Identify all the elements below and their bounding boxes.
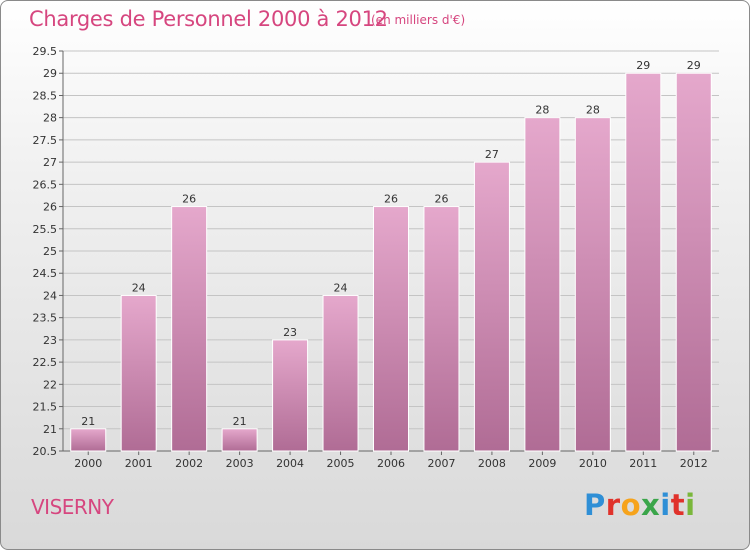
x-tick-label: 2000	[74, 457, 102, 470]
data-label-2010: 28	[586, 104, 600, 117]
y-tick-label: 23.5	[33, 312, 58, 325]
chart-subtitle: (en milliers d'€)	[371, 13, 466, 27]
logo-letter: P	[584, 488, 606, 522]
bar-2000	[70, 428, 107, 452]
bar-2012	[675, 72, 712, 452]
proxiti-logo: Proxiti	[584, 488, 696, 522]
x-tick-label: 2009	[528, 457, 556, 470]
data-label-2003: 21	[233, 415, 247, 428]
x-tick-label: 2012	[680, 457, 708, 470]
bar-2004	[272, 339, 309, 452]
y-tick-label: 29	[43, 67, 57, 80]
data-label-2002: 26	[182, 193, 196, 206]
y-tick-label: 26	[43, 201, 57, 214]
y-tick-label: 28.5	[33, 89, 58, 102]
x-tick-label: 2001	[125, 457, 153, 470]
data-label-2009: 28	[535, 104, 549, 117]
bar-2003	[221, 428, 258, 452]
y-tick-label: 28	[43, 112, 57, 125]
data-label-2000: 21	[81, 415, 95, 428]
bars	[70, 72, 712, 452]
y-tick-label: 21	[43, 423, 57, 436]
data-label-2006: 26	[384, 193, 398, 206]
y-tick-label: 26.5	[33, 178, 58, 191]
x-tick-label: 2006	[377, 457, 405, 470]
data-label-2012: 29	[687, 59, 701, 72]
logo-letter: o	[620, 488, 642, 522]
bar-2011	[625, 72, 662, 452]
y-tick-label: 29.5	[33, 45, 58, 58]
bar-2008	[473, 161, 510, 452]
location-name: VISERNY	[31, 495, 114, 519]
y-tick-label: 21.5	[33, 401, 58, 414]
data-label-2007: 26	[434, 193, 448, 206]
logo-letter: x	[641, 488, 661, 522]
bar-2006	[373, 206, 409, 452]
y-tick-label: 23	[43, 334, 57, 347]
bar-2007	[423, 206, 460, 452]
x-tick-label: 2004	[276, 457, 304, 470]
data-label-2011: 29	[636, 59, 650, 72]
x-tick-label: 2008	[478, 457, 506, 470]
y-tick-label: 24	[43, 289, 57, 302]
data-label-2001: 24	[132, 281, 146, 294]
bar-2005	[322, 294, 359, 452]
logo-letter: i	[660, 488, 671, 522]
y-tick-label: 25	[43, 245, 57, 258]
y-tick-label: 25.5	[33, 223, 58, 236]
data-labels: 21 24 26 21 23 24 26 26 27 28 28 29 29	[81, 59, 701, 428]
data-label-2004: 23	[283, 326, 297, 339]
data-label-2008: 27	[485, 148, 499, 161]
logo-letter: i	[685, 488, 696, 522]
x-tick-label: 2005	[327, 457, 355, 470]
y-axis-ticks: 20.5 21 21.5 22 22.5 23 23.5 24 24.5 25 25.5 26 26.5…	[33, 45, 58, 458]
x-tick-label: 2003	[226, 457, 254, 470]
y-tick-label: 24.5	[33, 267, 58, 280]
y-tick-label: 27.5	[33, 134, 58, 147]
x-tick-label: 2011	[629, 457, 657, 470]
x-tick-label: 2007	[427, 457, 455, 470]
bar-2001	[120, 294, 157, 452]
x-tick-label: 2002	[175, 457, 203, 470]
y-tick-label: 27	[43, 156, 57, 169]
y-tick-label: 22	[43, 378, 57, 391]
bar-2002	[171, 206, 208, 452]
x-axis-ticks: 2000 2001 2002 2003 2004 2005 2006 2007 2008 2009…	[74, 457, 708, 470]
y-tick-label: 20.5	[33, 445, 58, 458]
x-tick-label: 2010	[579, 457, 607, 470]
y-tick-label: 22.5	[33, 356, 58, 369]
bar-2010	[574, 117, 611, 452]
chart-title: Charges de Personnel 2000 à 2012	[29, 7, 388, 31]
logo-letter: r	[605, 488, 621, 522]
logo-letter: t	[670, 488, 686, 522]
data-label-2005: 24	[334, 281, 348, 294]
bar-2009	[524, 117, 561, 452]
